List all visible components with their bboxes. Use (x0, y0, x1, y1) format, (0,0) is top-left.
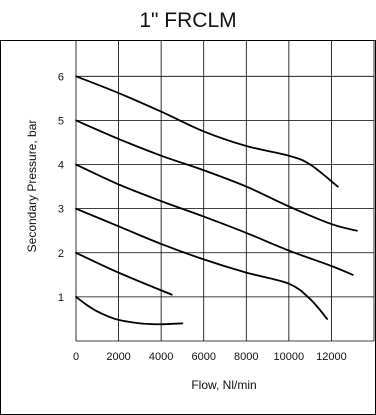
y-tick-label: 2 (58, 248, 64, 260)
chart-title: 1" FRCLM (139, 9, 236, 32)
y-tick-label: 5 (58, 115, 64, 127)
y-tick-label: 1 (58, 292, 64, 304)
x-axis-label: Flow, Nl/min (191, 378, 256, 392)
pressure-curve-5 (75, 251, 173, 296)
y-tick-labels: 1 2 3 4 5 6 (58, 71, 64, 304)
pressure-curves (75, 75, 358, 326)
pressure-curve-6 (75, 295, 184, 326)
pressure-curve-4 (75, 207, 329, 320)
x-tick-label: 6000 (191, 351, 215, 363)
pressure-curve-2 (75, 119, 358, 232)
y-axis-label: Secondary Pressure, bar (25, 120, 39, 253)
grid-lines (75, 41, 375, 342)
y-tick-label: 3 (58, 204, 64, 216)
x-tick-label: 2000 (106, 351, 130, 363)
y-tick-label: 6 (58, 71, 64, 83)
x-tick-label: 4000 (149, 351, 173, 363)
pressure-curve-1 (75, 75, 339, 188)
x-tick-label: 10000 (274, 351, 305, 363)
y-tick-label: 4 (58, 160, 64, 172)
x-tick-labels: 0 2000 4000 6000 8000 10000 12000 (73, 351, 347, 363)
x-tick-label: 0 (73, 351, 79, 363)
pressure-curve-3 (75, 163, 354, 276)
x-tick-label: 8000 (234, 351, 258, 363)
x-tick-label: 12000 (316, 351, 347, 363)
